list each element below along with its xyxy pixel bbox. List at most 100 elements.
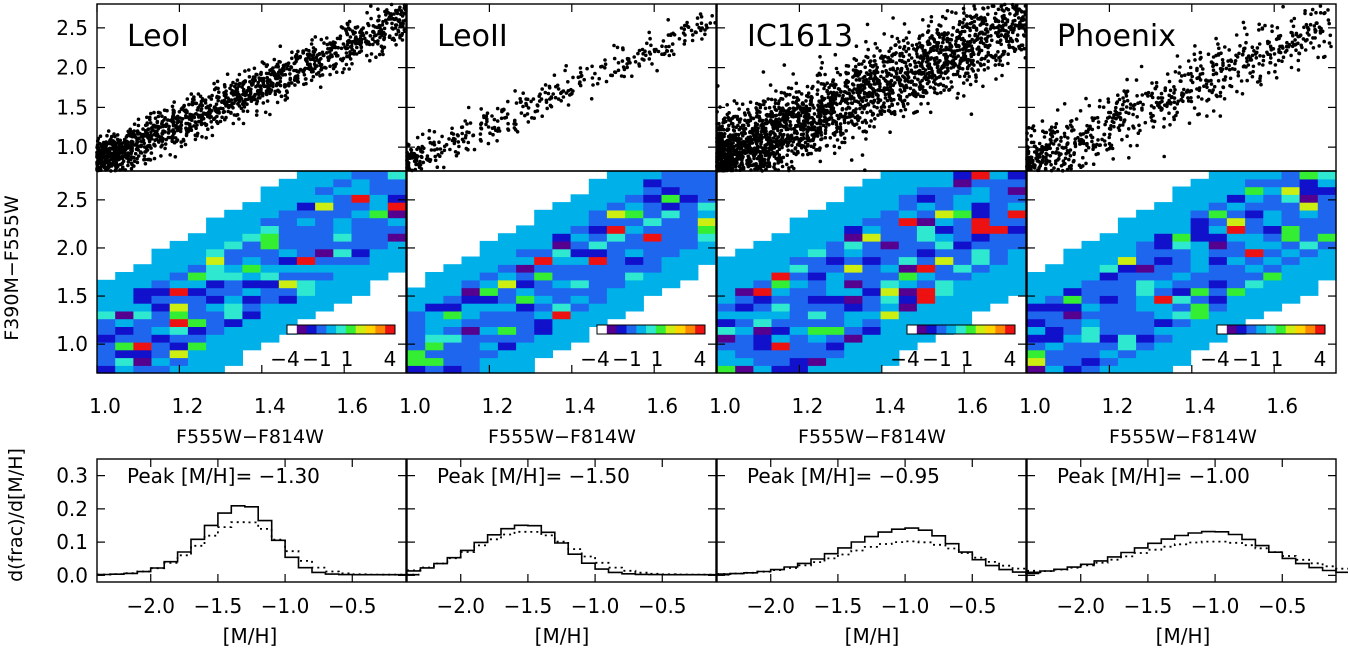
data-point xyxy=(917,85,922,89)
data-point xyxy=(806,91,811,95)
data-point xyxy=(1006,52,1010,56)
data-point xyxy=(1289,30,1293,35)
heatmap-cell xyxy=(206,217,225,226)
heatmap-cell xyxy=(187,240,207,250)
data-point xyxy=(344,62,349,67)
data-point xyxy=(831,110,835,115)
heatmap-cell xyxy=(187,287,207,296)
heatmap-cell xyxy=(242,202,262,211)
data-point xyxy=(438,147,443,151)
data-point xyxy=(679,26,684,30)
data-point xyxy=(809,98,813,103)
data-point xyxy=(880,70,885,74)
data-point xyxy=(776,101,781,106)
data-point xyxy=(112,132,116,136)
data-point xyxy=(233,99,237,103)
data-point xyxy=(571,75,575,80)
data-point xyxy=(816,80,820,84)
data-point xyxy=(1138,100,1143,105)
heatmap-cell xyxy=(260,295,280,304)
data-point xyxy=(754,132,758,137)
data-point xyxy=(168,135,173,140)
data-point xyxy=(830,121,835,126)
data-point xyxy=(803,140,808,145)
data-point xyxy=(305,52,310,57)
data-point xyxy=(725,103,729,107)
cmd-scatter-row xyxy=(95,2,1333,173)
data-point xyxy=(158,111,162,115)
data-point xyxy=(685,20,689,25)
data-point xyxy=(1077,163,1082,167)
data-point xyxy=(882,86,887,91)
data-point xyxy=(514,101,519,105)
data-point xyxy=(388,34,392,38)
data-point xyxy=(815,92,820,96)
data-point xyxy=(890,102,894,107)
data-point xyxy=(867,124,872,128)
data-point xyxy=(241,89,246,93)
heatmap-cell xyxy=(187,326,207,335)
data-point xyxy=(401,20,405,25)
data-point xyxy=(1258,74,1263,79)
data-point xyxy=(379,31,384,35)
data-point xyxy=(172,109,176,113)
data-point xyxy=(777,147,782,151)
data-point xyxy=(184,133,189,138)
heatmap-cell xyxy=(169,272,189,281)
data-point xyxy=(199,99,204,104)
data-point xyxy=(1050,150,1055,155)
heatmap-cell xyxy=(115,279,134,289)
data-point xyxy=(1326,8,1330,12)
data-point xyxy=(479,121,484,125)
data-point xyxy=(924,60,929,64)
heatmap-cell xyxy=(260,279,280,289)
data-point xyxy=(148,121,153,125)
data-point xyxy=(949,53,953,58)
data-point xyxy=(647,50,652,54)
data-point xyxy=(979,57,983,62)
data-point xyxy=(799,92,804,96)
data-point xyxy=(1054,159,1058,163)
data-point xyxy=(326,58,331,63)
data-point xyxy=(492,117,497,122)
data-point xyxy=(301,50,306,55)
data-point xyxy=(993,11,998,16)
data-point xyxy=(1242,46,1246,51)
data-point xyxy=(1308,22,1313,27)
data-point xyxy=(1319,26,1323,31)
data-point xyxy=(966,71,970,75)
data-point xyxy=(868,109,873,113)
data-point xyxy=(1228,83,1232,88)
data-point xyxy=(1162,116,1166,121)
data-point xyxy=(1014,37,1019,42)
data-point xyxy=(660,44,664,48)
data-point xyxy=(129,144,134,148)
data-point xyxy=(735,101,739,106)
data-point xyxy=(392,12,396,16)
data-point xyxy=(1268,53,1273,57)
data-point xyxy=(637,48,642,53)
data-point xyxy=(412,159,417,164)
data-point xyxy=(677,37,682,41)
data-point xyxy=(191,113,195,117)
data-point xyxy=(858,116,862,120)
data-point xyxy=(660,52,664,56)
heatmap-cell xyxy=(206,272,225,281)
data-point xyxy=(647,30,651,35)
data-point xyxy=(167,124,171,129)
data-point xyxy=(1016,16,1021,20)
data-point xyxy=(1143,120,1148,125)
data-point xyxy=(1139,64,1144,69)
data-point xyxy=(529,99,533,104)
data-point xyxy=(656,49,661,54)
data-point xyxy=(331,45,335,50)
data-point xyxy=(780,97,785,101)
data-point xyxy=(782,63,787,67)
data-point xyxy=(1290,44,1295,49)
data-point xyxy=(834,83,838,87)
data-point xyxy=(1072,128,1076,132)
data-point xyxy=(978,23,982,27)
data-point xyxy=(766,157,770,162)
data-point xyxy=(513,128,518,132)
data-point xyxy=(907,30,911,35)
